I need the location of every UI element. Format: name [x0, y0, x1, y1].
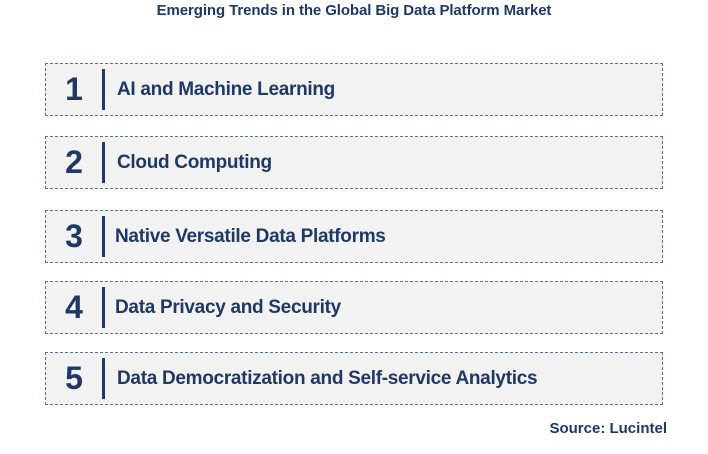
trend-label: Cloud Computing: [117, 151, 272, 173]
trend-label: Native Versatile Data Platforms: [115, 225, 386, 247]
trend-number: 5: [65, 360, 83, 396]
trend-label: Data Democratization and Self-service An…: [117, 367, 538, 389]
trend-label: Data Privacy and Security: [115, 296, 341, 318]
trend-label: AI and Machine Learning: [117, 78, 335, 100]
trend-item-4: 4 Data Privacy and Security: [45, 281, 663, 334]
trend-number: 1: [65, 71, 83, 107]
trend-item-2: 2 Cloud Computing: [45, 136, 663, 189]
trend-number: 4: [65, 289, 83, 325]
trend-number: 2: [65, 144, 83, 180]
page-title: Emerging Trends in the Global Big Data P…: [156, 2, 552, 19]
divider: [102, 358, 105, 399]
divider: [102, 142, 105, 183]
divider: [102, 216, 105, 257]
trend-number: 3: [65, 218, 83, 254]
divider: [102, 287, 105, 328]
trend-item-3: 3 Native Versatile Data Platforms: [45, 210, 663, 263]
trend-item-5: 5 Data Democratization and Self-service …: [45, 352, 663, 405]
source-credit: Source: Lucintel: [549, 420, 667, 437]
divider: [102, 69, 105, 110]
trend-item-1: 1 AI and Machine Learning: [45, 63, 663, 116]
